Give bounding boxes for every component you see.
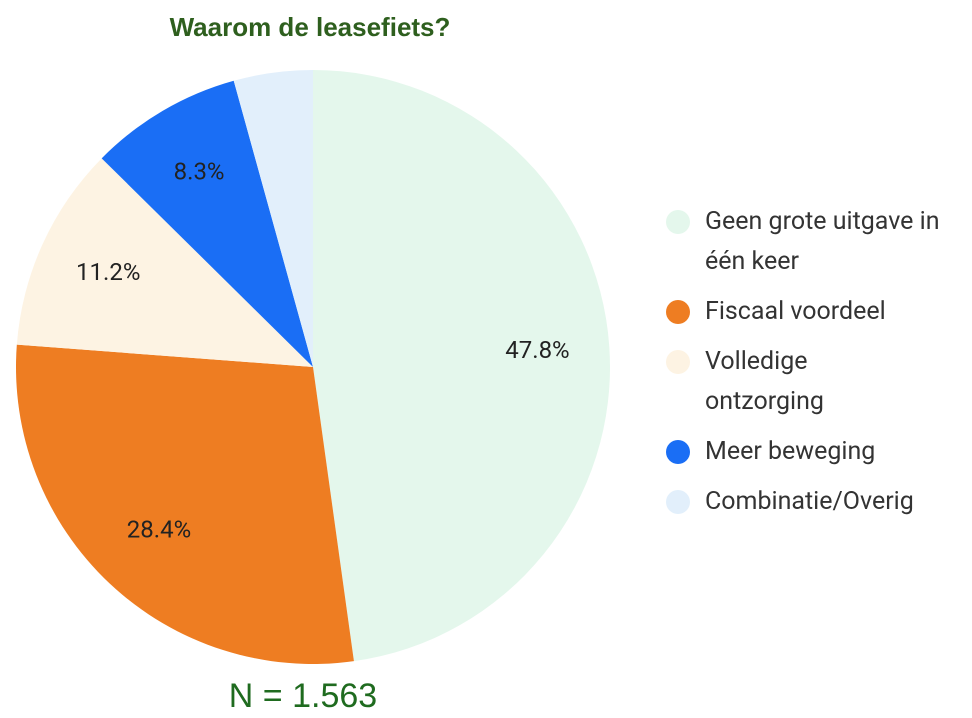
data-label: 11.2% — [76, 258, 140, 286]
chart-title: Waarom de leasefiets? — [170, 12, 451, 42]
legend-marker — [666, 300, 690, 324]
data-label: 47.8% — [505, 336, 569, 364]
pie-slice — [313, 70, 611, 662]
legend-marker — [666, 350, 690, 374]
legend-label: Meer beweging — [705, 437, 876, 466]
pie-slice — [15, 344, 354, 665]
data-label: 8.3% — [174, 157, 225, 185]
legend-label: Geen grote uitgave in één keer — [705, 207, 940, 276]
pie-slice — [16, 158, 313, 367]
legend-item: Geen grote uitgave in één keer — [666, 202, 966, 282]
legend-item: Volledige ontzorging — [666, 342, 966, 422]
pie-slice — [233, 70, 313, 367]
legend-label: Fiscaal voordeel — [705, 297, 886, 326]
pie-slice — [101, 80, 313, 367]
legend-marker — [666, 490, 690, 514]
legend-label: Volledige ontzorging — [705, 347, 824, 416]
legend-marker — [666, 440, 690, 464]
legend-item: Fiscaal voordeel — [666, 292, 966, 332]
legend-item: Meer beweging — [666, 432, 966, 472]
sample-note: N = 1.563 — [229, 677, 377, 715]
legend-marker — [666, 210, 690, 234]
legend-item: Combinatie/Overig — [666, 482, 966, 522]
legend-label: Combinatie/Overig — [705, 487, 914, 516]
data-label: 28.4% — [127, 515, 191, 543]
